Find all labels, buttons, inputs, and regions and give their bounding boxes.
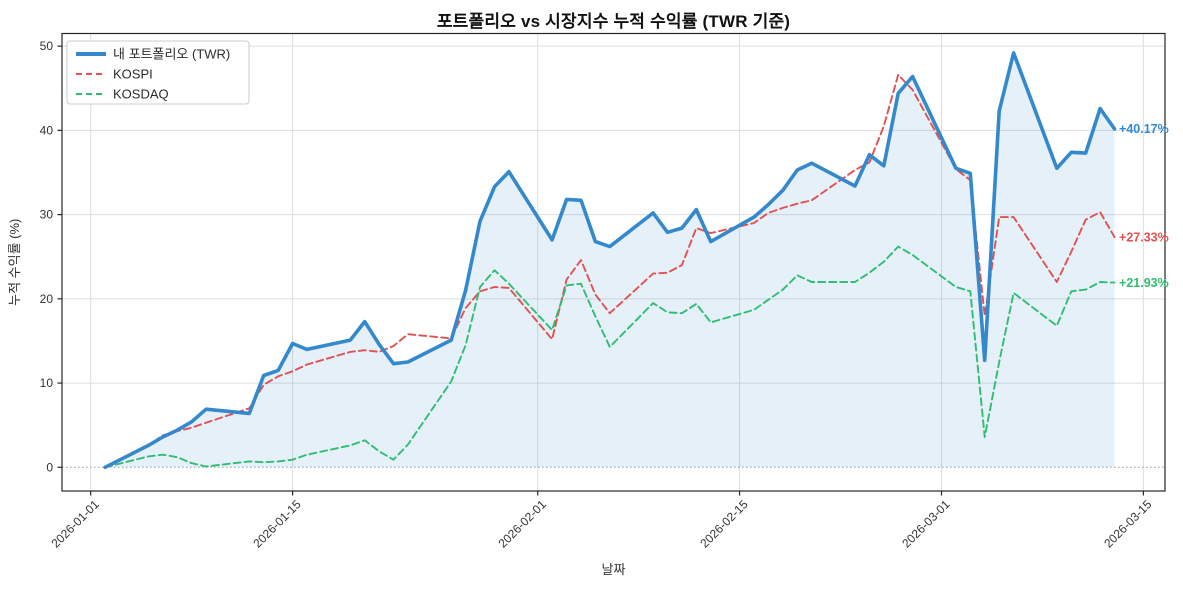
legend-item-kospi: KOSPI [113, 67, 153, 82]
legend-item-portfolio: 내 포트폴리오 (TWR) [113, 47, 230, 62]
y-tick-label: 10 [40, 376, 54, 390]
kosdaq-line [104, 245, 1116, 469]
y-tick-label: 50 [40, 39, 54, 53]
legend-item-kosdaq: KOSDAQ [113, 87, 169, 102]
x-tick-label: 2026-02-15 [697, 497, 751, 551]
y-tick-label: 30 [40, 208, 54, 222]
x-tick-label: 2026-01-15 [250, 497, 304, 551]
chart-title: 포트폴리오 vs 시장지수 누적 수익률 (TWR 기준) [436, 12, 791, 31]
x-tick-label: 2026-02-01 [496, 497, 550, 551]
x-tick-label: 2026-03-15 [1101, 497, 1155, 551]
portfolio-area-fill [105, 52, 1115, 468]
x-tick-label: 2026-03-01 [899, 497, 953, 551]
y-tick-label: 20 [40, 292, 54, 306]
x-tick-label: 2026-01-01 [49, 497, 103, 551]
annotation-kospi-final: +27.33% [1119, 230, 1169, 244]
annotation-kosdaq-final: +21.93% [1119, 276, 1169, 290]
plot-border [61, 32, 1166, 492]
portfolio-line [103, 51, 1117, 470]
y-tick-label: 40 [40, 123, 54, 137]
kospi-line [104, 73, 1116, 469]
y-axis-label: 누적 수익률 (%) [7, 219, 22, 306]
legend [66, 40, 250, 105]
y-tick-label: 0 [46, 460, 53, 474]
annotation-portfolio-final: +40.17% [1119, 122, 1169, 136]
x-axis-label: 날짜 [602, 562, 626, 577]
